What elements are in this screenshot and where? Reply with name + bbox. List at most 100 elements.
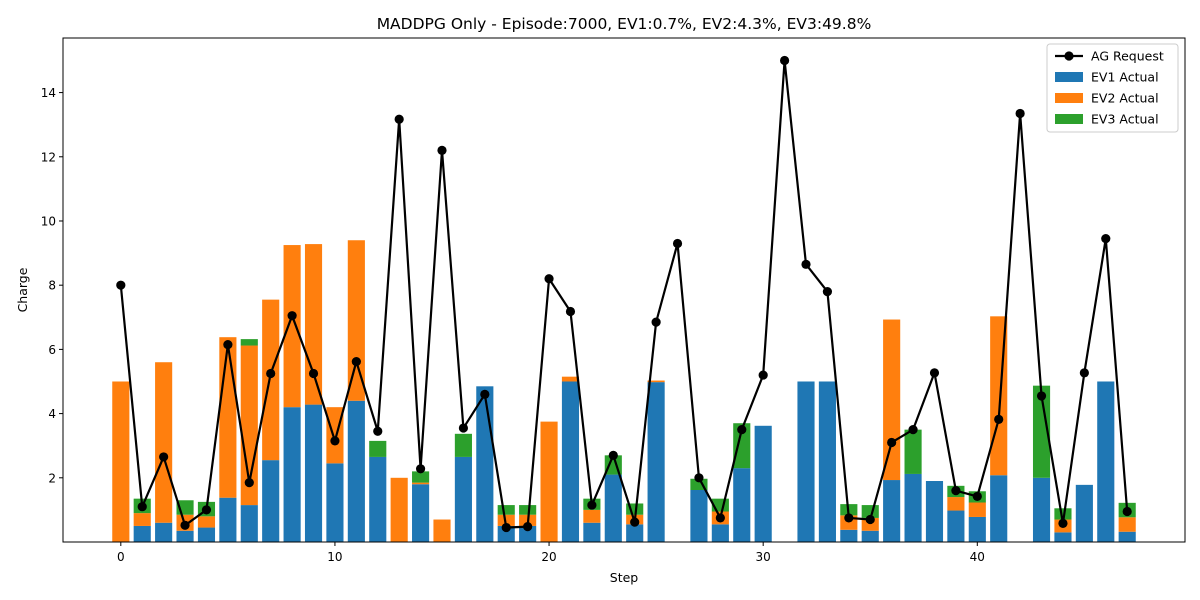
ag-request-point-step-35 — [865, 514, 875, 525]
bar-ev1-step-29 — [733, 468, 751, 542]
bar-ev2-step-15 — [433, 519, 451, 542]
bar-ev1-step-7 — [262, 460, 280, 542]
ag-request-point-step-18 — [501, 522, 511, 533]
bar-ev1-step-11 — [347, 400, 365, 542]
ag-request-point-step-41 — [994, 414, 1004, 424]
ag-request-point-step-6 — [244, 478, 254, 488]
bar-ev2-step-1 — [133, 513, 151, 526]
bar-ev1-step-19 — [519, 525, 537, 542]
bar-ev1-step-37 — [904, 473, 922, 542]
bar-ev1-step-17 — [476, 386, 494, 542]
ag-request-point-step-29 — [737, 425, 747, 435]
ag-request-point-step-30 — [758, 370, 768, 380]
ag-request-point-step-46 — [1101, 234, 1111, 244]
ag-request-point-step-39 — [951, 486, 961, 496]
ag-request-point-step-43 — [1036, 391, 1047, 401]
bar-ev2-step-7 — [262, 299, 280, 461]
ag-request-point-step-42 — [1015, 108, 1025, 119]
bar-ev1-step-3 — [176, 530, 194, 542]
plot-area — [112, 55, 1136, 542]
ag-request-point-step-17 — [480, 389, 490, 399]
ag-request-point-step-24 — [630, 517, 640, 527]
ag-request-point-step-8 — [287, 311, 297, 321]
bar-ev1-step-2 — [155, 522, 173, 542]
legend-marker-swatch — [1064, 51, 1074, 61]
y-axis: 2 4 6 8 10 12 14 — [41, 86, 63, 485]
ag-request-point-step-14 — [415, 464, 426, 474]
ag-request-point-step-40 — [972, 491, 982, 502]
ag-request-point-step-36 — [887, 437, 897, 448]
y-tick-label: 12 — [41, 150, 56, 164]
ag-request-point-step-10 — [330, 436, 340, 446]
ag-request-point-step-22 — [587, 500, 597, 510]
legend-bar-swatch — [1055, 114, 1083, 124]
y-tick-label: 8 — [48, 279, 56, 293]
bar-ev3-step-27 — [690, 478, 708, 490]
bar-ev1-step-23 — [604, 474, 622, 542]
bar-ev1-step-12 — [369, 456, 387, 542]
ag-request-point-step-5 — [223, 339, 233, 350]
bar-ev1-step-25 — [647, 382, 665, 542]
x-axis: 0 10 20 30 40 — [117, 542, 985, 564]
ag-request-point-step-15 — [437, 145, 447, 155]
bar-ev1-step-22 — [583, 522, 601, 542]
bar-ev1-step-30 — [754, 425, 772, 542]
y-tick-label: 14 — [41, 86, 56, 100]
bar-ev1-step-10 — [326, 463, 344, 542]
bar-ev1-step-16 — [454, 456, 472, 542]
bar-ev2-step-21 — [561, 376, 580, 382]
bar-ev3-step-24 — [626, 503, 644, 515]
bar-ev2-step-0 — [112, 381, 130, 542]
plot-frame — [62, 37, 1186, 543]
bar-ev1-step-47 — [1118, 531, 1136, 542]
ag-request-point-step-9 — [308, 368, 319, 379]
bar-ev1-step-46 — [1097, 381, 1115, 542]
bar-ev3-step-6 — [240, 339, 258, 346]
ag-request-point-step-32 — [801, 259, 811, 269]
ag-request-point-step-33 — [822, 287, 833, 297]
x-tick-label: 40 — [970, 550, 985, 564]
bar-ev2-step-11 — [347, 240, 365, 401]
bar-ev3-step-37 — [904, 429, 922, 474]
ag-request-point-step-38 — [929, 368, 940, 378]
x-axis-label: Step — [610, 570, 639, 585]
bar-ev1-step-39 — [947, 510, 965, 542]
ag-request-point-step-3 — [180, 520, 190, 530]
ag-request-point-step-23 — [608, 450, 618, 460]
ag-request-point-step-28 — [715, 513, 725, 523]
bar-ev1-step-32 — [797, 381, 815, 542]
bar-ev2-step-18 — [497, 514, 515, 526]
bar-ev1-step-8 — [283, 407, 301, 542]
ag-request-point-step-12 — [373, 426, 383, 436]
bar-ev1-step-34 — [840, 529, 858, 542]
ag-request-point-step-31 — [779, 55, 790, 66]
bar-ev2-step-40 — [968, 502, 986, 517]
bar-ev3-step-18 — [497, 505, 515, 515]
bar-ev2-step-20 — [540, 421, 558, 542]
legend-bar-swatch — [1055, 93, 1083, 103]
ag-request-point-step-19 — [523, 521, 533, 532]
ag-request-point-step-13 — [394, 114, 404, 124]
ag-request-point-step-47 — [1122, 506, 1132, 517]
ag-request-point-step-26 — [672, 238, 683, 249]
bar-ev1-step-40 — [968, 516, 986, 542]
bar-ev1-step-18 — [497, 525, 515, 542]
bar-ev2-step-39 — [947, 497, 965, 511]
y-tick-label: 6 — [48, 343, 56, 357]
ag-request-point-step-37 — [908, 425, 918, 435]
ag-request-point-step-11 — [351, 356, 361, 367]
ag-request-point-step-4 — [201, 505, 212, 515]
x-tick-label: 30 — [756, 550, 771, 564]
ag-request-point-step-44 — [1058, 518, 1068, 528]
bar-ev3-step-35 — [861, 505, 879, 518]
bar-ev2-step-13 — [390, 477, 408, 542]
legend-box — [1046, 43, 1179, 133]
bar-ev3-step-19 — [519, 505, 537, 515]
ag-request-point-step-20 — [544, 274, 554, 284]
x-tick-label: 0 — [117, 550, 125, 564]
ag-request-point-step-1 — [137, 502, 147, 512]
legend: AG Request EV1 Actual EV2 Actual EV3 Actual — [1046, 43, 1179, 133]
bar-ev1-step-21 — [561, 381, 580, 542]
y-tick-label: 2 — [48, 471, 56, 485]
legend-label: AG Request — [1091, 49, 1164, 64]
